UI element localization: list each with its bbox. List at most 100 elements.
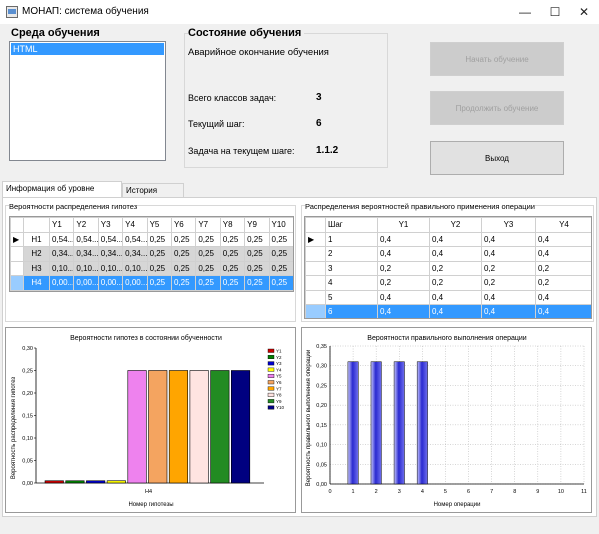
table-cell[interactable]: 0,2 <box>377 260 430 276</box>
column-header[interactable]: Y4 <box>122 217 148 233</box>
column-header[interactable]: Y9 <box>244 217 270 233</box>
column-header[interactable]: Шаг <box>325 217 378 233</box>
tab-learning-level[interactable]: Информация об уровне обученности <box>2 181 122 206</box>
table-cell[interactable]: 0,25 <box>268 231 293 247</box>
hypotheses-grid[interactable]: Y1 Y2 Y3 Y4 Y5 Y6 Y7 Y8 Y9 Y10 ▶ H1 0,54... 0,54... 0… <box>9 216 294 292</box>
operations-grid[interactable]: Шаг Y1 Y2 Y3 Y4 ▶ 1 0,4 0,4 0,4 0,4 2 0,4 0,4 0,4 0,4 3… <box>304 216 592 319</box>
table-cell[interactable]: 0,25 <box>244 260 270 276</box>
table-cell[interactable]: 0,25 <box>195 275 221 291</box>
table-cell[interactable]: 0,25 <box>219 246 246 262</box>
table-cell[interactable]: 0,25 <box>146 246 172 262</box>
table-row[interactable]: ▶ H1 0,54... 0,54... 0,54... 0,54... 0,25 0,25 0… <box>10 231 293 247</box>
table-cell[interactable]: 0,25 <box>244 275 270 291</box>
table-cell[interactable]: 0,4 <box>377 246 430 262</box>
column-header[interactable]: Y2 <box>73 217 99 233</box>
table-cell[interactable]: 0,34... <box>48 246 75 262</box>
table-cell[interactable]: 0,25 <box>219 231 246 247</box>
table-cell[interactable]: 0,54... <box>122 231 148 247</box>
column-header[interactable]: Y1 <box>377 217 430 233</box>
table-cell[interactable]: 0,25 <box>146 260 172 276</box>
table-cell[interactable]: 0,10... <box>48 260 75 276</box>
maximize-button[interactable]: ☐ <box>549 5 561 19</box>
column-header[interactable]: Y3 <box>481 217 536 233</box>
table-cell[interactable]: 0,25 <box>195 246 221 262</box>
table-cell[interactable]: 0,25 <box>268 275 293 291</box>
table-cell[interactable]: 0,25 <box>170 231 197 247</box>
table-cell[interactable]: 0,2 <box>481 260 536 276</box>
column-header[interactable]: Y10 <box>268 217 293 233</box>
table-cell[interactable]: 0,4 <box>429 304 482 318</box>
table-cell[interactable]: 0,2 <box>535 275 591 291</box>
table-cell[interactable]: 0,00... <box>97 275 124 291</box>
table-cell[interactable]: 0,2 <box>377 275 430 291</box>
row-header[interactable] <box>305 246 326 262</box>
env-list-item[interactable]: HTML <box>11 43 164 55</box>
table-cell[interactable]: 0,10... <box>122 260 148 276</box>
exit-button[interactable]: Выход <box>430 141 564 175</box>
env-listbox[interactable]: HTML <box>9 41 166 161</box>
table-row[interactable]: H2 0,34... 0,34... 0,34... 0,34... 0,25 0,25 0,… <box>10 246 293 262</box>
table-cell[interactable]: 0,25 <box>244 231 270 247</box>
table-cell[interactable]: 0,4 <box>535 289 591 305</box>
table-cell[interactable]: 0,4 <box>481 231 536 247</box>
table-cell[interactable]: 5 <box>325 289 378 305</box>
table-cell[interactable]: 0,4 <box>481 304 536 318</box>
table-cell[interactable]: 0,4 <box>429 289 482 305</box>
table-cell[interactable]: 0,25 <box>244 246 270 262</box>
continue-training-button[interactable]: Продолжить обучение <box>430 91 564 125</box>
close-button[interactable]: ✕ <box>578 5 590 19</box>
table-cell[interactable]: 0,25 <box>146 275 172 291</box>
column-header[interactable]: Y2 <box>429 217 482 233</box>
row-header[interactable] <box>10 275 24 291</box>
table-cell[interactable]: 0,2 <box>481 275 536 291</box>
table-cell[interactable]: 0,2 <box>535 260 591 276</box>
row-header[interactable] <box>305 275 326 291</box>
table-row[interactable]: ▶ 1 0,4 0,4 0,4 0,4 <box>305 231 591 247</box>
table-cell[interactable]: 0,25 <box>195 260 221 276</box>
table-cell[interactable]: 4 <box>325 275 378 291</box>
table-cell[interactable]: 0,25 <box>268 260 293 276</box>
table-row[interactable]: 6 0,4 0,4 0,4 0,4 <box>305 304 591 318</box>
table-cell[interactable]: 0,25 <box>268 246 293 262</box>
table-cell[interactable]: 3 <box>325 260 378 276</box>
table-cell[interactable]: 0,25 <box>170 275 197 291</box>
table-cell[interactable]: 6 <box>325 304 378 318</box>
table-cell[interactable]: 0,4 <box>535 231 591 247</box>
table-cell[interactable]: 1 <box>325 231 378 247</box>
table-cell[interactable]: 0,25 <box>170 246 197 262</box>
table-cell[interactable]: 0,00... <box>48 275 75 291</box>
table-cell[interactable]: 0,25 <box>219 275 246 291</box>
table-cell[interactable]: 0,4 <box>481 246 536 262</box>
table-cell[interactable]: 0,25 <box>146 231 172 247</box>
row-header[interactable] <box>305 260 326 276</box>
table-cell[interactable]: 0,34... <box>97 246 124 262</box>
row-header[interactable] <box>10 246 24 262</box>
table-cell[interactable]: 0,10... <box>73 260 99 276</box>
table-cell[interactable]: 0,25 <box>219 260 246 276</box>
table-cell[interactable]: 0,34... <box>73 246 99 262</box>
table-cell[interactable]: 0,34... <box>122 246 148 262</box>
table-cell[interactable]: 0,00... <box>73 275 99 291</box>
table-row[interactable]: 5 0,4 0,4 0,4 0,4 <box>305 289 591 305</box>
table-cell[interactable]: 0,4 <box>377 304 430 318</box>
table-cell[interactable]: 0,4 <box>429 246 482 262</box>
row-header[interactable] <box>305 289 326 305</box>
table-cell[interactable]: 0,10... <box>97 260 124 276</box>
table-row[interactable]: 4 0,2 0,2 0,2 0,2 <box>305 275 591 291</box>
column-header[interactable]: Y5 <box>146 217 172 233</box>
table-row[interactable]: H3 0,10... 0,10... 0,10... 0,10... 0,25 0,25 0,… <box>10 260 293 276</box>
table-cell[interactable]: 0,4 <box>535 246 591 262</box>
table-cell[interactable]: 0,2 <box>429 275 482 291</box>
minimize-button[interactable]: — <box>519 5 531 19</box>
column-header[interactable]: Y6 <box>170 217 197 233</box>
table-cell[interactable]: 2 <box>325 246 378 262</box>
current-row-indicator[interactable]: ▶ <box>305 231 326 247</box>
table-cell[interactable]: 0,54... <box>73 231 99 247</box>
column-header[interactable]: Y7 <box>195 217 221 233</box>
column-header[interactable]: Y1 <box>48 217 75 233</box>
table-cell[interactable]: 0,4 <box>377 289 430 305</box>
table-cell[interactable]: 0,4 <box>377 231 430 247</box>
column-header[interactable]: Y3 <box>97 217 124 233</box>
table-row[interactable]: 2 0,4 0,4 0,4 0,4 <box>305 246 591 262</box>
table-cell[interactable]: 0,25 <box>195 231 221 247</box>
